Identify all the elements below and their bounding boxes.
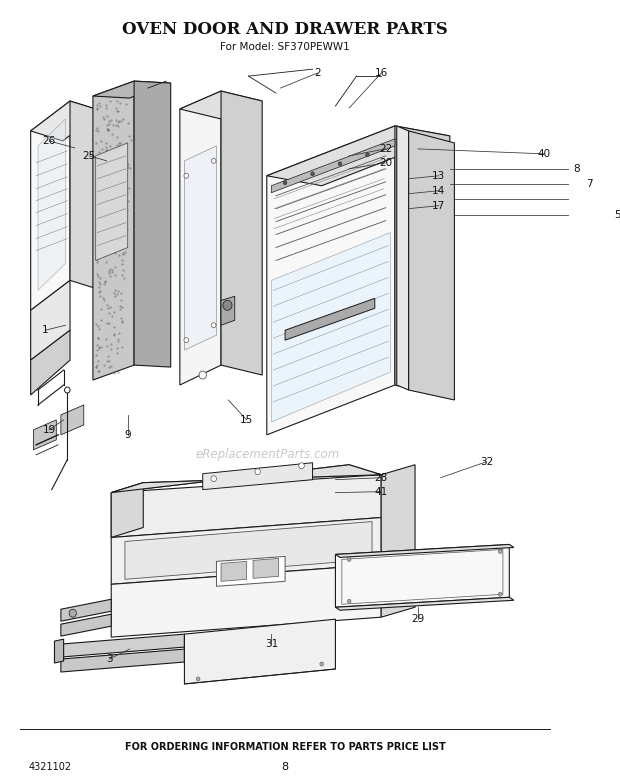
- Polygon shape: [61, 405, 84, 435]
- Polygon shape: [111, 465, 381, 493]
- Text: eReplacementParts.com: eReplacementParts.com: [196, 449, 340, 461]
- Circle shape: [347, 557, 351, 561]
- Polygon shape: [55, 639, 64, 663]
- Polygon shape: [33, 420, 56, 449]
- Polygon shape: [335, 597, 514, 610]
- Polygon shape: [125, 521, 372, 579]
- Polygon shape: [395, 126, 450, 398]
- Text: 26: 26: [42, 136, 56, 146]
- Text: 1: 1: [42, 325, 48, 335]
- Polygon shape: [272, 139, 395, 193]
- Polygon shape: [285, 298, 374, 340]
- Text: OVEN DOOR AND DRAWER PARTS: OVEN DOOR AND DRAWER PARTS: [122, 21, 448, 38]
- Polygon shape: [111, 465, 381, 493]
- Circle shape: [498, 592, 502, 597]
- Polygon shape: [267, 126, 395, 435]
- Circle shape: [223, 301, 232, 310]
- Polygon shape: [267, 126, 450, 186]
- Text: 31: 31: [265, 639, 278, 649]
- Polygon shape: [221, 91, 262, 375]
- Circle shape: [299, 463, 304, 469]
- Polygon shape: [397, 126, 409, 390]
- Polygon shape: [221, 296, 235, 325]
- Polygon shape: [216, 557, 285, 586]
- Text: 14: 14: [432, 186, 445, 196]
- Circle shape: [320, 662, 324, 666]
- Polygon shape: [335, 544, 509, 608]
- Text: 16: 16: [374, 68, 388, 78]
- Circle shape: [311, 171, 314, 175]
- Circle shape: [338, 162, 342, 166]
- Circle shape: [184, 337, 188, 343]
- Text: 41: 41: [374, 487, 388, 496]
- Polygon shape: [335, 544, 514, 557]
- Text: FOR ORDERING INFORMATION REFER TO PARTS PRICE LIST: FOR ORDERING INFORMATION REFER TO PARTS …: [125, 742, 445, 752]
- Polygon shape: [30, 330, 70, 395]
- Polygon shape: [111, 474, 381, 537]
- Polygon shape: [180, 91, 221, 385]
- Text: 15: 15: [240, 415, 254, 425]
- Text: 13: 13: [432, 171, 445, 181]
- Polygon shape: [203, 463, 312, 489]
- Text: 17: 17: [432, 200, 445, 211]
- Circle shape: [366, 153, 370, 157]
- Text: 8: 8: [573, 164, 580, 174]
- Polygon shape: [61, 599, 111, 621]
- Polygon shape: [95, 143, 128, 261]
- Polygon shape: [38, 119, 66, 290]
- Text: 40: 40: [538, 149, 551, 159]
- Circle shape: [197, 677, 200, 681]
- Polygon shape: [221, 561, 247, 581]
- Polygon shape: [272, 233, 391, 422]
- Polygon shape: [253, 558, 278, 579]
- Polygon shape: [134, 81, 170, 367]
- Polygon shape: [184, 619, 335, 684]
- Circle shape: [211, 323, 216, 328]
- Text: 9: 9: [125, 430, 131, 440]
- Polygon shape: [111, 565, 381, 637]
- Text: 8: 8: [281, 762, 289, 772]
- Text: 20: 20: [379, 158, 392, 168]
- Text: 25: 25: [82, 151, 96, 161]
- Circle shape: [347, 599, 351, 603]
- Polygon shape: [61, 614, 111, 636]
- Text: 2: 2: [314, 68, 321, 78]
- Circle shape: [211, 158, 216, 164]
- Text: 29: 29: [411, 614, 425, 624]
- Circle shape: [184, 173, 188, 179]
- Text: 28: 28: [374, 473, 388, 482]
- Circle shape: [255, 469, 260, 474]
- Polygon shape: [111, 482, 143, 537]
- Text: 3: 3: [106, 654, 113, 664]
- Polygon shape: [61, 634, 184, 657]
- Polygon shape: [409, 131, 454, 400]
- Text: 32: 32: [480, 456, 493, 467]
- Circle shape: [199, 371, 206, 379]
- Polygon shape: [30, 280, 70, 360]
- Text: 4321102: 4321102: [29, 762, 72, 772]
- Polygon shape: [93, 81, 170, 98]
- Text: For Model: SF370PEWW1: For Model: SF370PEWW1: [220, 42, 350, 52]
- Text: 19: 19: [42, 425, 56, 435]
- Text: 22: 22: [379, 144, 392, 154]
- Circle shape: [211, 476, 216, 482]
- Polygon shape: [30, 101, 102, 141]
- Polygon shape: [381, 465, 415, 617]
- Polygon shape: [180, 91, 262, 119]
- Circle shape: [498, 550, 502, 554]
- Polygon shape: [184, 146, 216, 350]
- Circle shape: [69, 609, 76, 617]
- Polygon shape: [30, 101, 70, 310]
- Text: 7: 7: [587, 179, 593, 189]
- Circle shape: [283, 181, 287, 185]
- Polygon shape: [61, 649, 184, 672]
- Polygon shape: [70, 101, 102, 290]
- Circle shape: [64, 387, 70, 393]
- Polygon shape: [93, 81, 134, 380]
- Polygon shape: [111, 518, 381, 584]
- Text: 5: 5: [614, 210, 620, 219]
